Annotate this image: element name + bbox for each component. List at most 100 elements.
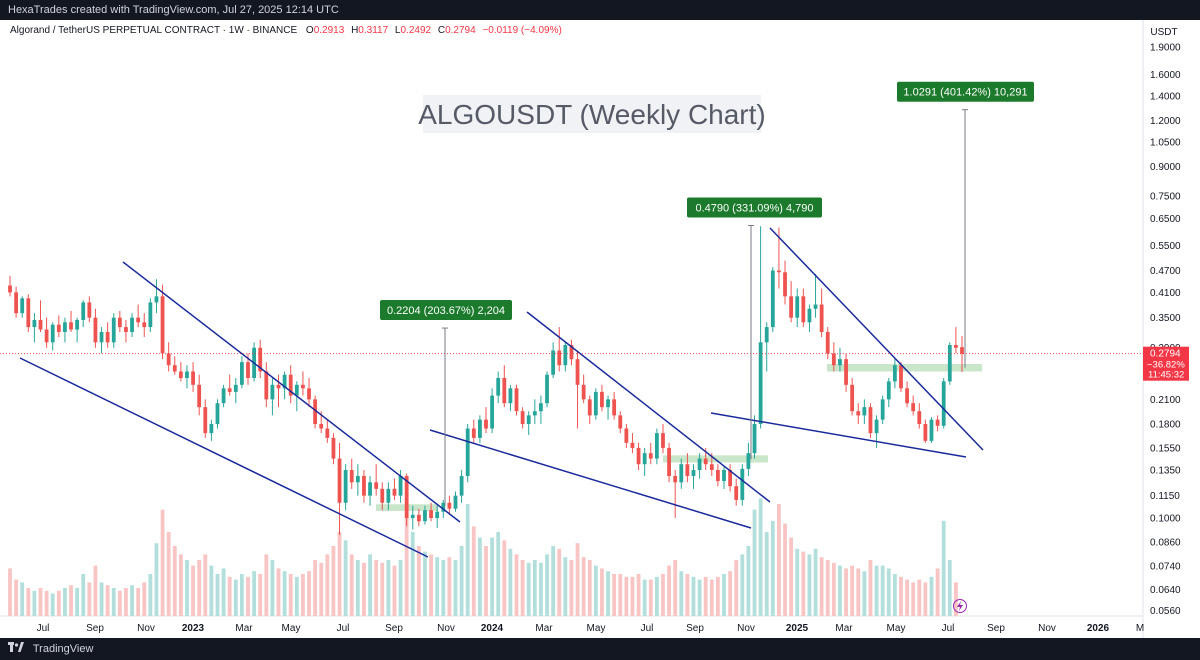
candle-body (362, 476, 366, 496)
open-label: O (305, 25, 314, 36)
volume-bar (715, 576, 720, 616)
candle (484, 407, 488, 434)
volume-bar (117, 590, 122, 616)
candle-body (960, 347, 964, 354)
time-tick-label: 2024 (481, 623, 504, 634)
volume-bar (728, 571, 733, 616)
volume-bar (124, 588, 128, 616)
candle-body (380, 488, 385, 503)
candle-body (770, 270, 775, 328)
volume-bar (148, 574, 153, 616)
symbol-legend: Algorand / TetherUS PERPETUAL CONTRACT ·… (10, 25, 562, 36)
candle (545, 371, 549, 408)
candle (539, 395, 543, 425)
high-label: H (351, 25, 359, 36)
candle (20, 296, 25, 318)
volume-bar (172, 546, 177, 616)
volume-bar (270, 560, 275, 616)
time-tick-label: Jul (37, 623, 50, 634)
candle-body (801, 296, 806, 323)
time-tick-label: Jul (337, 623, 350, 634)
candle-body (880, 399, 885, 420)
candle-body (465, 428, 470, 477)
time-tick-label: 2025 (786, 623, 809, 634)
time-tick-label: Nov (1038, 623, 1056, 634)
volume-bar (813, 548, 818, 616)
candle (648, 442, 653, 465)
candle-body (319, 424, 324, 429)
candle (941, 378, 946, 429)
candle-body (191, 371, 195, 385)
candle-body (166, 353, 171, 366)
time-tick-label: Nov (737, 623, 755, 634)
candle-body (917, 411, 922, 425)
candle-body (899, 365, 903, 389)
candle (416, 508, 421, 527)
volume-bar (355, 560, 360, 616)
volume-bar (953, 582, 958, 616)
measurement-label: 0.2204 (203.67%) 2,204 (387, 305, 505, 317)
candle (307, 378, 311, 408)
candle (728, 464, 733, 492)
credit-bar: HexaTrades created with TradingView.com,… (0, 0, 1200, 20)
volume-bar (349, 554, 354, 616)
candle (923, 419, 928, 443)
candle-body (703, 458, 708, 465)
volume-bar (941, 520, 946, 616)
candle (282, 371, 287, 400)
price-tick-label: 0.1350 (1150, 466, 1181, 477)
candle-body (862, 407, 867, 416)
measurement-label-box (380, 300, 512, 321)
volume-bar (581, 557, 586, 616)
trendline (769, 227, 984, 451)
candle-body (551, 350, 556, 375)
candle (661, 424, 665, 454)
candle (593, 388, 598, 420)
time-tick-label: M (1136, 623, 1144, 634)
candle (667, 442, 671, 483)
candle (764, 322, 769, 372)
candle (526, 411, 531, 436)
symbol-title: Algorand / TetherUS PERPETUAL CONTRACT ·… (10, 25, 298, 36)
candle (8, 275, 12, 297)
candle-body (685, 464, 690, 477)
candle (935, 415, 940, 432)
candle (917, 403, 922, 429)
price-tick-label: 0.4700 (1150, 266, 1181, 277)
candle-body (789, 296, 794, 318)
chart-title-group: ALGOUSDT (Weekly Chart) (418, 95, 766, 133)
candle-body (783, 272, 787, 297)
candle-body (215, 403, 220, 425)
volume-bar (636, 574, 641, 616)
candle (38, 300, 43, 333)
volume-bar (221, 568, 226, 616)
volume-bar (569, 560, 574, 616)
candle-body (160, 296, 165, 354)
volume-bar (8, 568, 12, 616)
volume-bar (868, 560, 873, 616)
volume-bar (520, 560, 525, 616)
price-tick-label: 0.0860 (1150, 538, 1181, 549)
volume-bar (691, 576, 696, 616)
candle (26, 294, 31, 333)
volume-bar (947, 560, 952, 616)
candle (93, 308, 98, 348)
candle (32, 313, 37, 343)
candle (746, 442, 751, 477)
volume-bar (111, 588, 116, 616)
candle-body (484, 419, 488, 429)
candle (770, 267, 775, 333)
candle-body (697, 458, 702, 471)
volume-bar (32, 590, 37, 616)
candle (880, 395, 885, 425)
candle-body (648, 453, 653, 459)
price-chart[interactable]: 0.2204 (203.67%) 2,204 0.4790 (331.09%) 4… (0, 20, 1200, 638)
candle (404, 473, 409, 527)
candle-body (953, 345, 958, 348)
candle (831, 342, 836, 372)
candle-body (117, 317, 122, 328)
volume-bar (502, 540, 507, 616)
volume-bar (673, 560, 678, 616)
candle-body (545, 374, 549, 404)
candle-body (172, 365, 177, 372)
